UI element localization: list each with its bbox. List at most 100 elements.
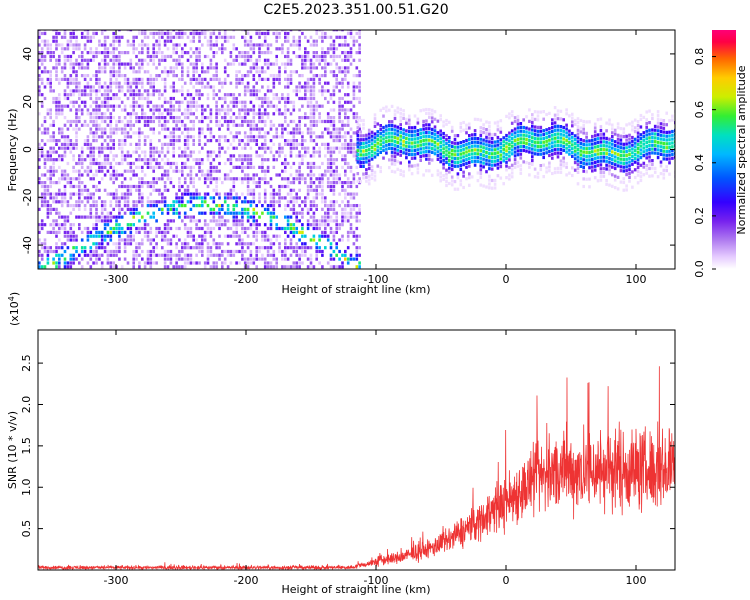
spectrogram-cell: [266, 253, 270, 257]
spectrogram-cell: [243, 104, 247, 108]
spectrogram-cell: [232, 135, 236, 139]
spectrogram-cell: [286, 246, 290, 250]
spectrogram-cell: [553, 121, 557, 125]
spectrogram-cell: [238, 139, 241, 143]
spectrogram-cell: [278, 112, 281, 116]
spectrogram-cell: [132, 249, 135, 254]
spectrogram-cell: [69, 100, 73, 104]
spectrogram-cell: [98, 215, 101, 219]
spectrogram-cell: [301, 31, 304, 36]
spectrogram-cell: [468, 160, 471, 164]
spectrogram-cell: [135, 62, 138, 66]
spectrogram-cell: [80, 35, 84, 39]
spectrogram-cell: [367, 166, 371, 171]
spectrogram-cell: [52, 100, 55, 104]
spectrogram-cell: [571, 154, 574, 158]
spectrogram-cell: [38, 158, 41, 162]
spectrogram-cell: [152, 108, 155, 112]
spectrogram-cell: [149, 230, 153, 234]
spectrogram-cell: [349, 169, 353, 173]
spectrogram-cell: [215, 246, 218, 250]
spectrogram-cell: [241, 146, 244, 150]
spectrogram-cell: [315, 204, 318, 208]
spectrogram-cell: [309, 112, 313, 116]
spectrogram-cell: [301, 146, 304, 150]
spectrogram-cell: [192, 139, 195, 143]
spectrogram-cell: [433, 144, 437, 148]
spectrogram-cell: [304, 62, 307, 66]
spectrogram-cell: [329, 47, 333, 51]
spectrogram-cell: [249, 204, 253, 208]
spectrogram-cell: [75, 238, 78, 242]
spectrogram-cell: [46, 70, 50, 74]
spectrogram-cell: [301, 142, 304, 146]
spectrogram-cell: [183, 96, 187, 101]
spectrogram-cell: [312, 238, 316, 242]
spectrogram-cell: [78, 158, 81, 162]
spectrogram-cell: [335, 226, 338, 231]
spectrogram-cell: [326, 47, 330, 51]
spectrogram-cell: [92, 139, 95, 143]
spectrogram-cell: [312, 131, 316, 135]
spectrogram-cell: [605, 136, 608, 140]
spectrogram-cell: [505, 168, 508, 172]
spectrogram-cell: [298, 154, 301, 158]
spectrogram-cell: [315, 31, 318, 36]
spectrogram-cell: [605, 121, 608, 125]
spectrogram-cell: [408, 168, 411, 172]
spectrogram-cell: [496, 174, 500, 178]
spectrogram-cell: [408, 118, 411, 122]
spectrogram-cell: [286, 177, 290, 181]
spectrogram-cell: [338, 150, 341, 154]
spectrogram-cell: [536, 114, 540, 118]
spectrogram-cell: [138, 31, 141, 36]
spectrogram-cell: [86, 196, 90, 200]
spectrogram-cell: [198, 234, 201, 238]
spectrogram-cell: [43, 58, 47, 62]
spectrogram-cell: [599, 167, 603, 171]
spectrogram-cell: [263, 77, 267, 81]
spectrogram-cell: [195, 58, 198, 62]
spectrogram-cell: [462, 155, 465, 159]
spectrogram-cell: [272, 249, 276, 254]
spectrogram-cell: [112, 146, 115, 150]
spectrogram-cell: [298, 30, 301, 32]
spectrogram-cell: [338, 131, 341, 135]
spectrogram-cell: [201, 161, 204, 166]
spectrogram-cell: [89, 169, 93, 173]
spectrogram-cell: [346, 54, 350, 59]
spectrogram-cell: [499, 153, 503, 157]
spectrogram-cell: [135, 47, 138, 51]
spectrogram-cell: [542, 152, 545, 156]
spectrogram-cell: [98, 85, 101, 89]
spectrogram-cell: [318, 192, 321, 196]
spectrogram-cell: [301, 242, 304, 246]
spectrogram-cell: [109, 66, 113, 70]
spectrogram-cell: [132, 81, 135, 85]
spectrogram-cell: [189, 54, 193, 59]
spectrogram-cell: [545, 143, 548, 147]
spectrogram-cell: [576, 136, 580, 140]
spectrogram-cell: [510, 133, 514, 137]
spectrogram-cell: [548, 153, 551, 158]
spectrogram-cell: [52, 39, 55, 43]
spectrogram-cell: [75, 70, 78, 74]
spectrogram-cell: [304, 234, 307, 238]
spectrogram-cell: [346, 30, 350, 32]
spectrogram-cell: [75, 192, 78, 196]
spectrogram-cell: [186, 154, 190, 158]
spectrogram-cell: [258, 70, 261, 74]
spectrogram-cell: [238, 70, 241, 74]
spectrogram-cell: [445, 183, 448, 188]
spectrogram-cell: [304, 249, 307, 254]
spectrogram-cell: [215, 261, 218, 265]
spectrogram-cell: [163, 188, 167, 192]
spectrogram-cell: [46, 47, 50, 51]
spectrogram-cell: [215, 108, 218, 112]
spectrogram-cell: [209, 62, 213, 66]
spectrogram-cell: [49, 192, 52, 196]
spectrogram-cell: [402, 143, 405, 147]
spectrogram-cell: [100, 230, 104, 234]
spectrogram-cell: [78, 192, 81, 196]
spectrogram-cell: [241, 249, 244, 254]
